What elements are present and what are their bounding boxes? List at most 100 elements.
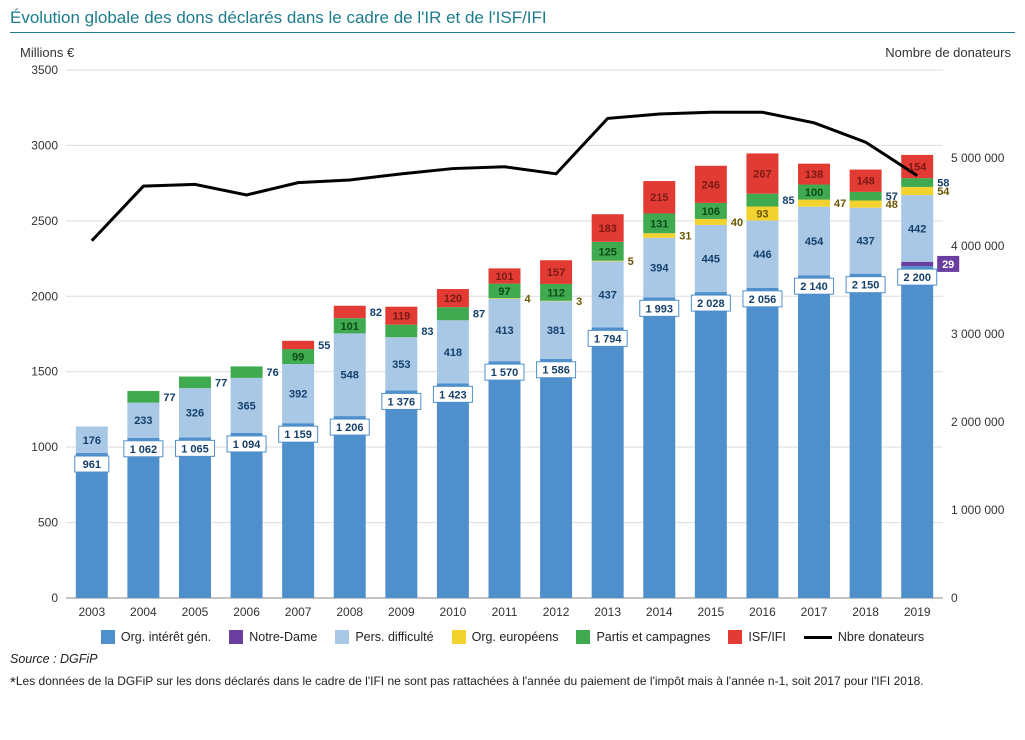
- svg-text:381: 381: [547, 325, 565, 337]
- svg-text:31: 31: [679, 231, 691, 243]
- svg-text:3000: 3000: [31, 138, 58, 152]
- svg-text:4: 4: [524, 294, 531, 306]
- svg-text:2019: 2019: [904, 605, 931, 619]
- svg-text:57: 57: [886, 191, 898, 203]
- svg-text:101: 101: [495, 271, 513, 283]
- svg-text:120: 120: [444, 293, 462, 305]
- svg-text:138: 138: [805, 169, 823, 181]
- legend-swatch: [576, 630, 590, 644]
- svg-text:76: 76: [267, 367, 279, 379]
- svg-text:1 065: 1 065: [181, 443, 209, 455]
- svg-text:2017: 2017: [801, 605, 828, 619]
- legend-label: Org. européens: [472, 630, 559, 644]
- svg-text:77: 77: [163, 392, 175, 404]
- svg-text:97: 97: [498, 286, 510, 298]
- svg-text:2009: 2009: [388, 605, 415, 619]
- svg-text:3500: 3500: [31, 64, 58, 77]
- svg-text:2 140: 2 140: [800, 281, 828, 293]
- svg-text:4 000 000: 4 000 000: [951, 239, 1005, 253]
- svg-text:2015: 2015: [698, 605, 725, 619]
- svg-text:1 570: 1 570: [491, 367, 519, 379]
- svg-text:1 794: 1 794: [594, 333, 622, 345]
- svg-text:394: 394: [650, 263, 669, 275]
- svg-text:1500: 1500: [31, 365, 58, 379]
- svg-text:5 000 000: 5 000 000: [951, 151, 1005, 165]
- svg-text:1 586: 1 586: [542, 365, 570, 377]
- svg-text:112: 112: [547, 287, 565, 299]
- svg-text:3: 3: [576, 296, 582, 308]
- svg-text:99: 99: [292, 352, 304, 364]
- legend-swatch: [101, 630, 115, 644]
- svg-text:93: 93: [756, 209, 768, 221]
- svg-text:1 376: 1 376: [388, 396, 416, 408]
- svg-text:500: 500: [38, 516, 58, 530]
- svg-text:2018: 2018: [852, 605, 879, 619]
- svg-text:1 423: 1 423: [439, 389, 467, 401]
- svg-text:2010: 2010: [440, 605, 467, 619]
- legend-item-line: Nbre donateurs: [804, 630, 924, 644]
- svg-text:1 159: 1 159: [284, 429, 312, 441]
- legend-swatch: [229, 630, 243, 644]
- svg-text:454: 454: [805, 236, 824, 248]
- svg-text:2 200: 2 200: [903, 272, 931, 284]
- svg-text:87: 87: [473, 309, 485, 321]
- svg-text:119: 119: [392, 311, 410, 323]
- svg-text:148: 148: [856, 176, 874, 188]
- svg-text:2008: 2008: [336, 605, 363, 619]
- svg-text:29: 29: [942, 259, 954, 271]
- legend-label: Org. intérêt gén.: [121, 630, 211, 644]
- legend-swatch: [452, 630, 466, 644]
- svg-text:437: 437: [856, 236, 874, 248]
- svg-text:131: 131: [650, 218, 668, 230]
- legend-item-pers_diff: Pers. difficulté: [335, 630, 433, 644]
- svg-text:47: 47: [834, 198, 846, 210]
- right-axis-label: Nombre de donateurs: [885, 45, 1011, 60]
- svg-text:183: 183: [598, 223, 616, 235]
- svg-text:2 150: 2 150: [852, 280, 880, 292]
- legend-label: Pers. difficulté: [355, 630, 433, 644]
- legend-item-org_eur: Org. européens: [452, 630, 559, 644]
- chart-title: Évolution globale des dons déclarés dans…: [10, 8, 1015, 33]
- source-label: Source : DGFiP: [10, 648, 1015, 666]
- svg-text:961: 961: [83, 459, 101, 471]
- svg-text:2 056: 2 056: [749, 294, 777, 306]
- svg-text:2007: 2007: [285, 605, 312, 619]
- legend-label: Partis et campagnes: [596, 630, 710, 644]
- svg-text:2500: 2500: [31, 214, 58, 228]
- svg-text:125: 125: [598, 246, 616, 258]
- legend-item-isf: ISF/IFI: [728, 630, 786, 644]
- svg-text:55: 55: [318, 340, 330, 352]
- svg-text:442: 442: [908, 223, 926, 235]
- svg-text:548: 548: [341, 370, 359, 382]
- svg-text:2016: 2016: [749, 605, 776, 619]
- svg-text:2003: 2003: [78, 605, 105, 619]
- svg-text:101: 101: [341, 321, 359, 333]
- svg-text:1 094: 1 094: [233, 439, 261, 451]
- svg-text:418: 418: [444, 347, 462, 359]
- legend-item-notre_dame: Notre-Dame: [229, 630, 317, 644]
- svg-text:40: 40: [731, 217, 743, 229]
- legend-label: Nbre donateurs: [838, 630, 924, 644]
- svg-text:154: 154: [908, 162, 927, 174]
- legend-item-partis: Partis et campagnes: [576, 630, 710, 644]
- svg-text:2006: 2006: [233, 605, 260, 619]
- svg-text:2011: 2011: [492, 605, 518, 619]
- svg-text:1000: 1000: [31, 440, 58, 454]
- svg-text:1 000 000: 1 000 000: [951, 503, 1005, 517]
- svg-text:157: 157: [547, 267, 565, 279]
- svg-text:1 993: 1 993: [645, 303, 673, 315]
- svg-text:353: 353: [392, 359, 410, 371]
- legend-line-swatch: [804, 636, 832, 639]
- legend-item-org_interet: Org. intérêt gén.: [101, 630, 211, 644]
- svg-text:445: 445: [702, 253, 720, 265]
- svg-text:176: 176: [83, 435, 101, 447]
- svg-text:2012: 2012: [543, 605, 570, 619]
- svg-text:82: 82: [370, 307, 382, 319]
- svg-text:2005: 2005: [182, 605, 209, 619]
- svg-text:3 000 000: 3 000 000: [951, 327, 1005, 341]
- svg-text:2 028: 2 028: [697, 298, 725, 310]
- legend-label: ISF/IFI: [748, 630, 786, 644]
- svg-text:365: 365: [237, 400, 255, 412]
- svg-text:233: 233: [134, 415, 152, 427]
- svg-text:100: 100: [805, 187, 823, 199]
